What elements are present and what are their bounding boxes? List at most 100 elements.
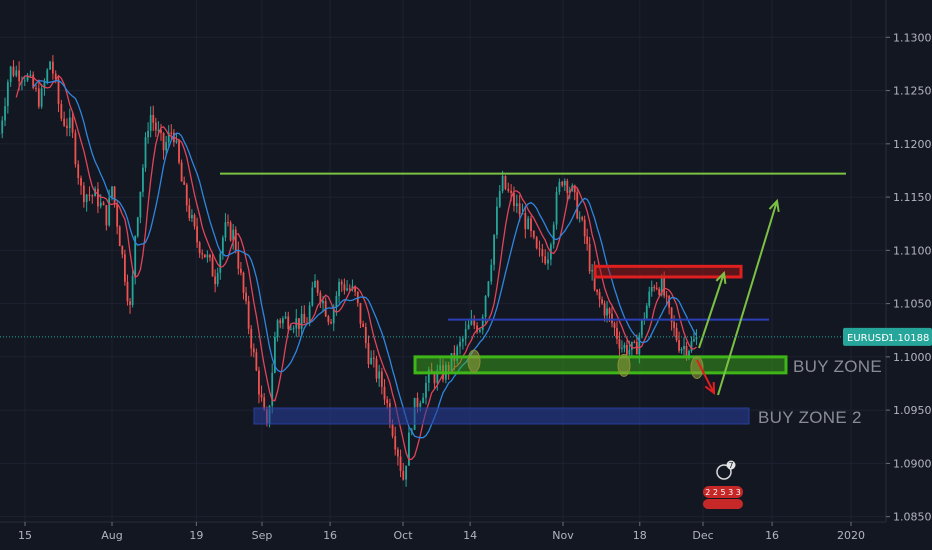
candle-body (216, 272, 219, 285)
candle-body (372, 357, 375, 359)
candle-body (670, 307, 673, 323)
candle-body (362, 323, 365, 327)
candle-body (40, 88, 43, 107)
candle-body (330, 322, 332, 324)
candle-body (111, 186, 113, 198)
candle-body (419, 403, 422, 407)
candle-body (510, 190, 513, 193)
price-tick-label: 1.11000 (893, 244, 932, 257)
candle-body (211, 257, 214, 277)
candle-body (633, 341, 636, 343)
candle-body (191, 215, 193, 219)
candle-body (332, 307, 335, 324)
candle-body (15, 70, 18, 76)
candle-body (250, 328, 253, 349)
candle-body (690, 341, 693, 352)
candle-body (242, 272, 245, 293)
candle-body (663, 278, 666, 296)
candle-body (167, 132, 170, 143)
touch-points (467, 349, 704, 380)
candle-body (322, 300, 324, 304)
candle-body (91, 195, 94, 197)
candle-body (655, 287, 658, 289)
candle-body (566, 180, 569, 193)
candle-body (74, 132, 77, 165)
upside-arrow-long-head (768, 198, 780, 213)
candle-body (116, 204, 119, 227)
candle-body (459, 341, 461, 347)
candle-body (147, 130, 149, 138)
candle-body (470, 319, 473, 325)
candle-body (493, 234, 495, 265)
sell-zone-box[interactable] (593, 264, 743, 279)
time-tick-label: 15 (18, 529, 32, 542)
candle-body (606, 308, 608, 316)
candle-body (319, 292, 322, 304)
candle-body (573, 185, 576, 193)
candle-body (66, 125, 68, 128)
candle-body (626, 344, 628, 355)
candle-body (292, 328, 295, 330)
candle-body (422, 397, 425, 404)
candle-body (136, 217, 139, 236)
time-tick-label: Dec (692, 529, 713, 542)
candle-body (621, 348, 623, 350)
candle-body (479, 329, 481, 332)
candle-body (396, 449, 399, 457)
candle-body (29, 74, 32, 76)
touch-point-ellipse (690, 356, 704, 380)
price-tick-label: 1.10500 (893, 298, 932, 311)
candle-body (88, 194, 91, 196)
time-axis[interactable]: 15 Aug 19 Sep 16 Oct 14 Nov 18 Dec 16 2020 (0, 521, 932, 550)
candle-body (386, 399, 389, 404)
touch-point-ellipse (617, 353, 631, 377)
price-tick-label: 1.10000 (893, 351, 932, 364)
candle-body (97, 188, 99, 207)
candle-body (311, 287, 314, 306)
price-tick-label: 1.08500 (893, 511, 932, 524)
candle-body (375, 358, 378, 379)
candle-body (673, 322, 675, 328)
event-badge-icon[interactable] (716, 464, 732, 480)
candle-body (678, 340, 680, 351)
candle-body (439, 365, 442, 371)
candle-body (335, 296, 338, 308)
time-tick-label: Aug (101, 529, 122, 542)
price-axis[interactable]: 1.13000 1.12500 1.12000 1.11500 1.11000 1.105… (885, 0, 932, 550)
candle-body (359, 302, 362, 324)
candle-body (131, 276, 134, 305)
candle-body (300, 313, 303, 329)
upside-arrow-short (698, 272, 725, 349)
candle-body (154, 122, 157, 131)
candle-body (245, 292, 247, 302)
candle-body (504, 175, 507, 189)
economic-events-badge[interactable] (703, 486, 743, 498)
drawings-layer[interactable]: BUY ZONE 1 BUY ZONE 2 (220, 172, 897, 427)
candle-body (658, 288, 661, 295)
buy-zone-2-box[interactable] (253, 407, 750, 425)
candle-body (157, 129, 160, 131)
time-tick-label: Oct (393, 529, 413, 542)
candle-body (461, 338, 464, 342)
candle-body (680, 349, 683, 351)
candle-body (433, 374, 436, 384)
event-badges[interactable]: 7 2 2 5 3 3 (703, 460, 743, 510)
candle-body (685, 345, 688, 356)
candle-body (693, 339, 695, 342)
candle-body (593, 270, 596, 290)
candle-body (206, 254, 209, 258)
candle-body (346, 288, 348, 291)
price-tag: EURUSD 1.10188 · (843, 327, 932, 346)
candle-body (23, 80, 26, 82)
candle-body (282, 318, 284, 324)
candle-body (227, 222, 229, 224)
candle-body (518, 203, 521, 215)
candle-body (695, 337, 698, 340)
candle-body (588, 243, 591, 272)
candle-body (77, 164, 80, 179)
candle-body (535, 237, 538, 249)
economic-events-text: 2 2 5 3 3 (705, 488, 741, 497)
candle-body (178, 140, 180, 163)
